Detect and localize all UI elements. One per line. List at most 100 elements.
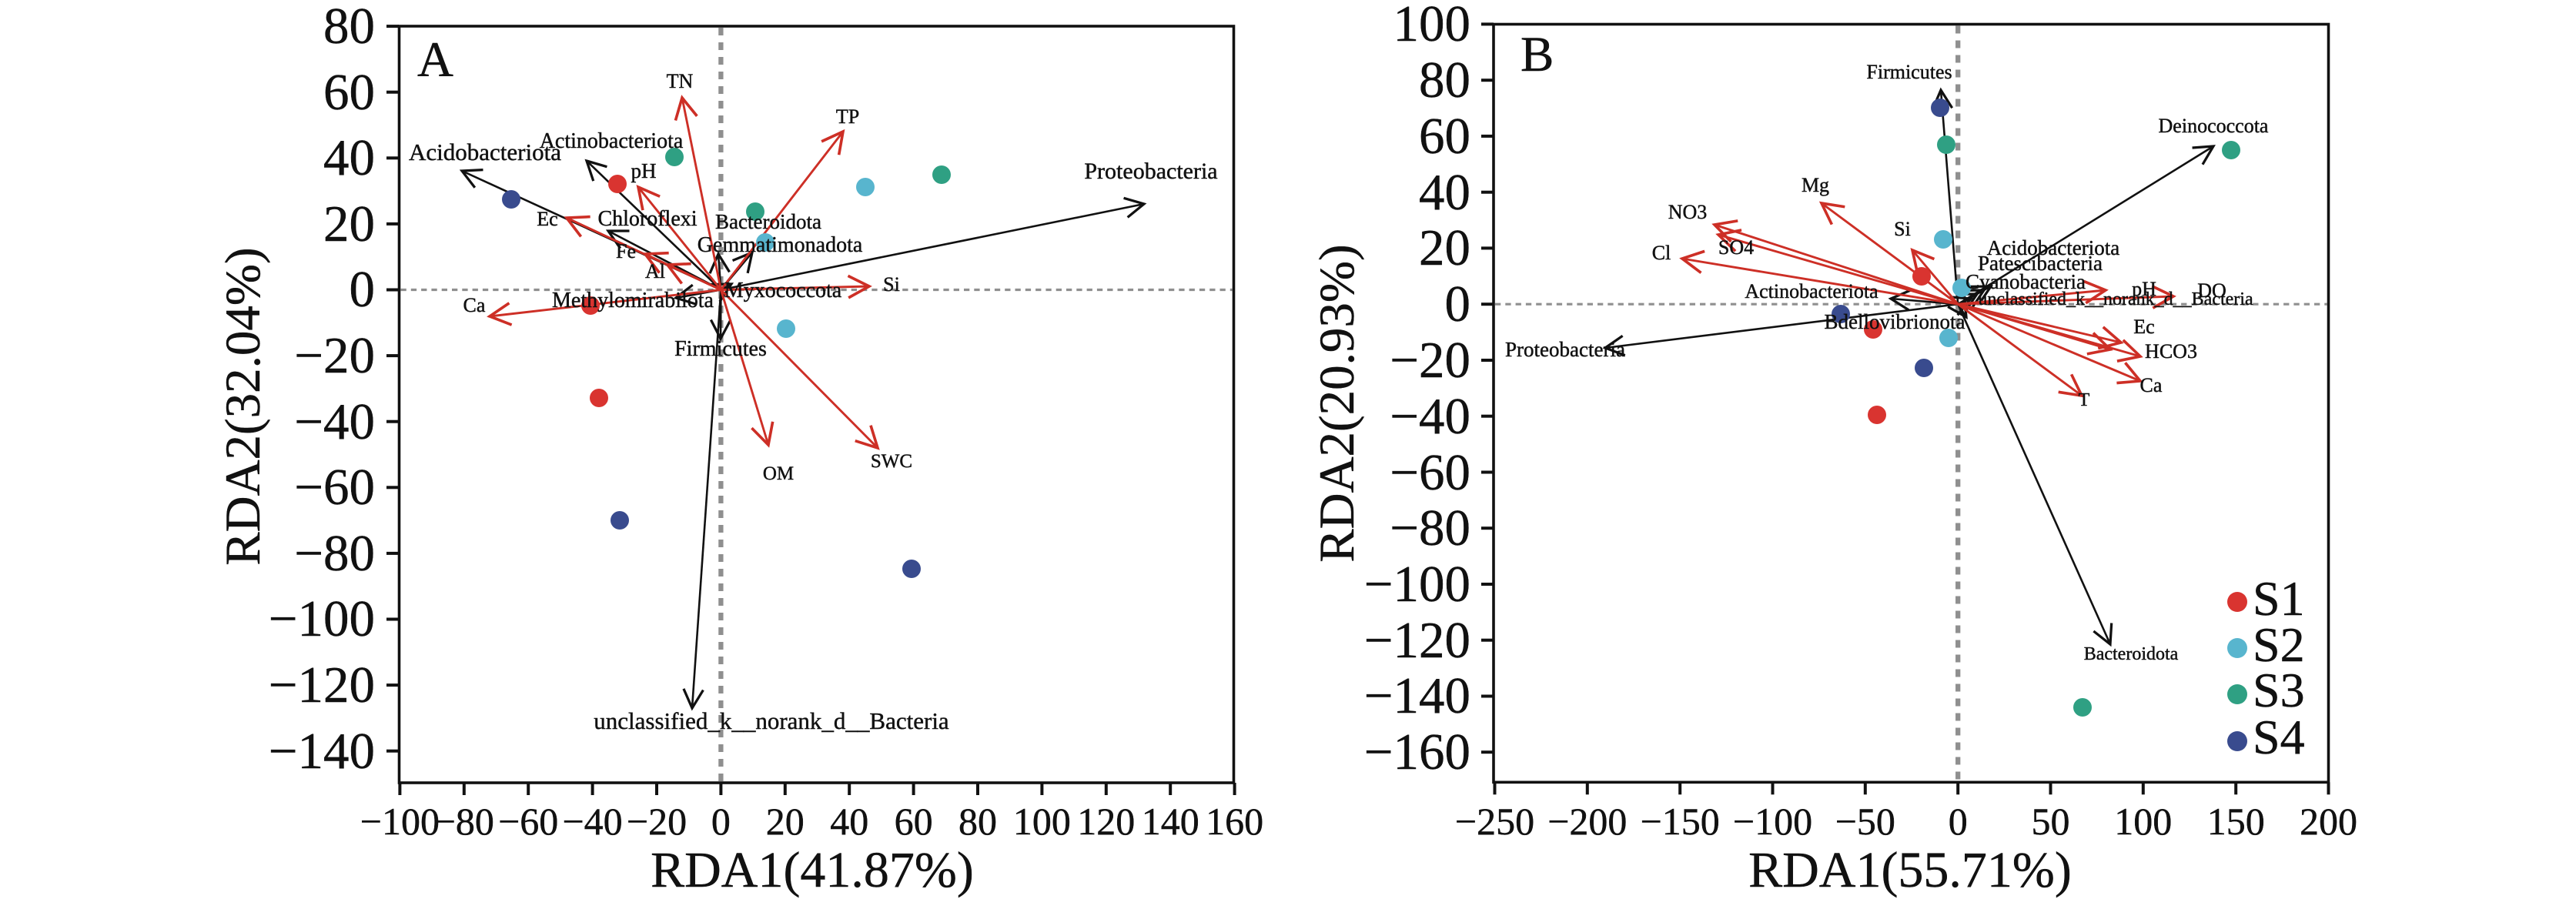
svg-text:100: 100: [1393, 0, 1471, 52]
svg-text:−200: −200: [1547, 800, 1627, 843]
svg-text:S4: S4: [2253, 710, 2305, 764]
svg-text:Proteobacteria: Proteobacteria: [1084, 159, 1217, 184]
svg-text:−120: −120: [269, 657, 375, 714]
svg-text:−60: −60: [1390, 444, 1470, 501]
svg-text:Ec: Ec: [537, 208, 557, 230]
svg-text:Bacteroidota: Bacteroidota: [2084, 644, 2179, 664]
svg-text:DO: DO: [2197, 279, 2226, 302]
svg-text:−140: −140: [1364, 667, 1470, 724]
svg-text:−150: −150: [1641, 800, 1720, 843]
svg-text:Si: Si: [1894, 218, 1911, 240]
svg-text:200: 200: [2300, 800, 2357, 843]
svg-text:0: 0: [711, 800, 731, 843]
svg-text:−250: −250: [1455, 800, 1534, 843]
svg-text:−20: −20: [294, 327, 375, 384]
svg-text:20: 20: [1419, 219, 1470, 276]
svg-text:−80: −80: [434, 800, 494, 843]
svg-text:0: 0: [350, 261, 376, 318]
svg-text:−20: −20: [627, 800, 687, 843]
svg-text:Myxococcota: Myxococcota: [724, 279, 842, 302]
svg-text:Ca: Ca: [2140, 374, 2163, 396]
svg-text:pH: pH: [2132, 278, 2156, 300]
svg-text:0: 0: [1445, 276, 1471, 333]
svg-text:Mg: Mg: [1802, 174, 1829, 196]
svg-text:TN: TN: [667, 70, 694, 92]
svg-text:S1: S1: [2253, 571, 2305, 626]
svg-text:Chloroflexi: Chloroflexi: [597, 207, 697, 231]
svg-text:Cyanobacteria: Cyanobacteria: [1965, 270, 2086, 293]
svg-text:100: 100: [2114, 800, 2172, 843]
svg-text:40: 40: [830, 800, 868, 843]
svg-text:Firmicutes: Firmicutes: [1866, 61, 1952, 83]
svg-text:160: 160: [1206, 800, 1263, 843]
svg-text:−50: −50: [1835, 800, 1895, 843]
svg-text:S2: S2: [2253, 617, 2305, 672]
svg-text:OM: OM: [763, 463, 794, 484]
svg-text:−160: −160: [1364, 724, 1470, 780]
svg-text:−100: −100: [360, 800, 440, 843]
svg-text:Firmicutes: Firmicutes: [674, 337, 767, 361]
svg-text:40: 40: [1419, 164, 1470, 221]
svg-text:RDA1(55.71%): RDA1(55.71%): [1748, 842, 2072, 898]
svg-text:60: 60: [323, 64, 375, 121]
svg-text:Patescibacteria: Patescibacteria: [1978, 252, 2103, 275]
svg-text:100: 100: [1013, 800, 1071, 843]
svg-text:RDA2(20.93%): RDA2(20.93%): [1310, 244, 1365, 562]
svg-text:Actinobacteriota: Actinobacteriota: [1745, 280, 1878, 302]
svg-text:Si: Si: [883, 273, 900, 296]
svg-text:Methylomirabilota: Methylomirabilota: [552, 289, 714, 312]
svg-text:−80: −80: [294, 525, 375, 582]
svg-text:150: 150: [2207, 800, 2265, 843]
svg-text:Bdellovibrionota: Bdellovibrionota: [1825, 310, 1965, 333]
svg-text:−40: −40: [1390, 388, 1470, 445]
svg-text:−40: −40: [294, 393, 375, 450]
svg-text:−60: −60: [294, 459, 375, 516]
svg-text:−140: −140: [269, 723, 375, 780]
svg-text:NO3: NO3: [1668, 201, 1708, 223]
svg-text:pH: pH: [631, 159, 657, 182]
svg-text:Actinobacteriota: Actinobacteriota: [540, 129, 684, 153]
svg-text:SO4: SO4: [1718, 236, 1754, 259]
svg-text:SWC: SWC: [871, 451, 912, 472]
svg-text:60: 60: [895, 800, 933, 843]
svg-text:80: 80: [323, 0, 375, 55]
svg-text:B: B: [1521, 27, 1554, 82]
svg-text:Gemmatimonadota: Gemmatimonadota: [698, 233, 863, 257]
svg-text:0: 0: [1949, 800, 1968, 843]
svg-text:50: 50: [2032, 800, 2070, 843]
svg-text:−100: −100: [1733, 800, 1812, 843]
svg-text:S3: S3: [2253, 663, 2305, 717]
svg-text:unclassified_k__norank_d__Bact: unclassified_k__norank_d__Bacteria: [594, 707, 949, 734]
svg-text:60: 60: [1419, 108, 1470, 165]
svg-text:80: 80: [1419, 52, 1470, 109]
svg-text:20: 20: [766, 800, 805, 843]
svg-text:−60: −60: [498, 800, 558, 843]
svg-text:HCO3: HCO3: [2145, 340, 2197, 363]
svg-text:TP: TP: [836, 105, 859, 128]
svg-text:−20: −20: [1390, 332, 1470, 389]
svg-text:Al: Al: [645, 260, 665, 282]
svg-text:Bacteroidota: Bacteroidota: [715, 210, 821, 233]
svg-text:Acidobacteriota: Acidobacteriota: [409, 139, 561, 165]
svg-text:RDA1(41.87%): RDA1(41.87%): [651, 842, 974, 898]
svg-text:Cl: Cl: [1652, 242, 1671, 264]
svg-text:RDA2(32.04%): RDA2(32.04%): [216, 247, 271, 565]
svg-text:Deinococcota: Deinococcota: [2159, 115, 2269, 137]
svg-text:A: A: [417, 32, 453, 88]
svg-text:Ca: Ca: [463, 294, 486, 316]
svg-text:Proteobacteria: Proteobacteria: [1505, 338, 1625, 361]
svg-text:−80: −80: [1390, 500, 1470, 556]
svg-text:Ec: Ec: [2133, 316, 2154, 338]
svg-text:−120: −120: [1364, 612, 1470, 669]
svg-text:80: 80: [958, 800, 997, 843]
svg-text:120: 120: [1077, 800, 1135, 843]
svg-text:140: 140: [1142, 800, 1199, 843]
svg-text:−40: −40: [562, 800, 622, 843]
svg-text:Fe: Fe: [616, 240, 636, 262]
svg-text:unclassified_k__norank_d__Bact: unclassified_k__norank_d__Bacteria: [1978, 289, 2253, 309]
svg-text:Acidobacteriota: Acidobacteriota: [1987, 236, 2119, 259]
svg-text:T: T: [2079, 390, 2090, 410]
svg-text:20: 20: [323, 196, 375, 252]
svg-text:40: 40: [323, 129, 375, 186]
svg-text:−100: −100: [269, 590, 375, 647]
